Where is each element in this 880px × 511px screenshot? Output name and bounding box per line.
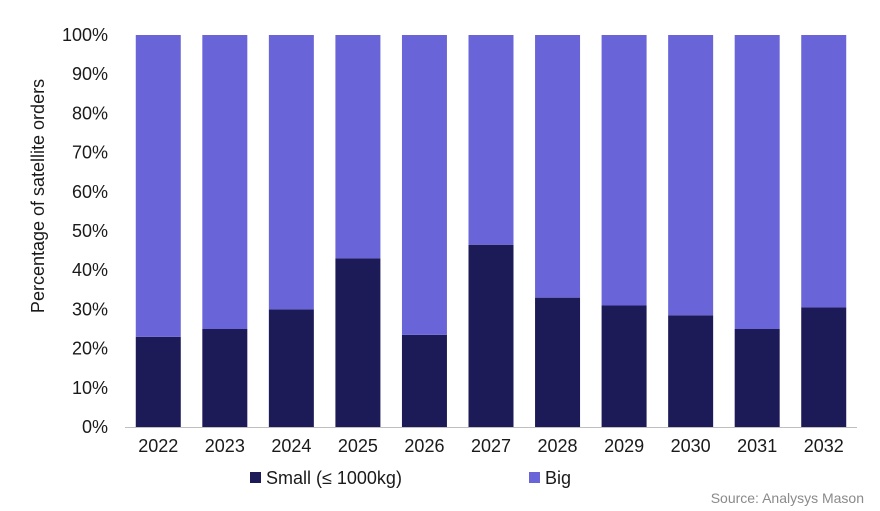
bar-segment-big-2023 xyxy=(202,35,248,329)
y-tick-label: 80% xyxy=(72,103,108,123)
bar-segment-big-2025 xyxy=(335,35,381,259)
y-tick-label: 60% xyxy=(72,182,108,202)
bar-segment-small-2022 xyxy=(135,336,181,427)
bar-segment-small-2023 xyxy=(202,329,248,427)
x-tick-label: 2032 xyxy=(804,436,844,456)
bar-segment-big-2029 xyxy=(601,35,647,306)
bar-segment-big-2026 xyxy=(401,35,447,335)
legend: Small (≤ 1000kg) Big xyxy=(250,468,571,488)
bar-segment-big-2030 xyxy=(668,35,714,316)
bar-segment-big-2022 xyxy=(135,35,181,337)
bar-segment-big-2027 xyxy=(468,35,514,245)
legend-label-small: Small (≤ 1000kg) xyxy=(266,468,402,488)
y-tick-label: 70% xyxy=(72,143,108,163)
bar-segment-small-2027 xyxy=(468,244,514,427)
x-tick-label: 2026 xyxy=(404,436,444,456)
bar-segment-small-2028 xyxy=(535,297,581,427)
x-tick-label: 2028 xyxy=(538,436,578,456)
y-axis-ticks: 0% 10% 20% 30% 40% 50% 60% 70% 80% 90% 100% xyxy=(62,25,108,437)
x-tick-label: 2027 xyxy=(471,436,511,456)
bar-segment-big-2032 xyxy=(801,35,847,308)
x-tick-label: 2025 xyxy=(338,436,378,456)
y-axis-title: Percentage of satellite orders xyxy=(28,79,48,313)
bar-segment-big-2024 xyxy=(268,35,314,310)
bar-segment-big-2031 xyxy=(734,35,780,329)
bar-segment-small-2029 xyxy=(601,305,647,427)
bar-segment-small-2031 xyxy=(734,329,780,427)
y-tick-label: 10% xyxy=(72,378,108,398)
legend-label-big: Big xyxy=(545,468,571,488)
y-tick-label: 100% xyxy=(62,25,108,45)
bar-segment-small-2025 xyxy=(335,258,381,427)
y-tick-label: 30% xyxy=(72,299,108,319)
x-tick-label: 2022 xyxy=(138,436,178,456)
source-note: Source: Analysys Mason xyxy=(711,490,864,506)
y-tick-label: 0% xyxy=(82,417,108,437)
legend-swatch-big xyxy=(529,472,540,483)
x-tick-label: 2024 xyxy=(271,436,311,456)
y-tick-label: 90% xyxy=(72,64,108,84)
x-tick-label: 2029 xyxy=(604,436,644,456)
bar-segment-small-2024 xyxy=(268,309,314,427)
x-tick-label: 2031 xyxy=(737,436,777,456)
y-tick-label: 40% xyxy=(72,260,108,280)
bar-segment-small-2030 xyxy=(668,315,714,427)
y-tick-label: 50% xyxy=(72,221,108,241)
bar-segment-small-2032 xyxy=(801,307,847,427)
x-tick-label: 2023 xyxy=(205,436,245,456)
bar-segment-big-2028 xyxy=(535,35,581,298)
x-tick-label: 2030 xyxy=(671,436,711,456)
x-axis-ticks: 2022 2023 2024 2025 2026 2027 2028 2029 2030 2031… xyxy=(138,436,844,456)
bar-segment-small-2026 xyxy=(401,334,447,427)
y-tick-label: 20% xyxy=(72,339,108,359)
legend-swatch-small xyxy=(250,472,261,483)
bars xyxy=(135,35,847,427)
